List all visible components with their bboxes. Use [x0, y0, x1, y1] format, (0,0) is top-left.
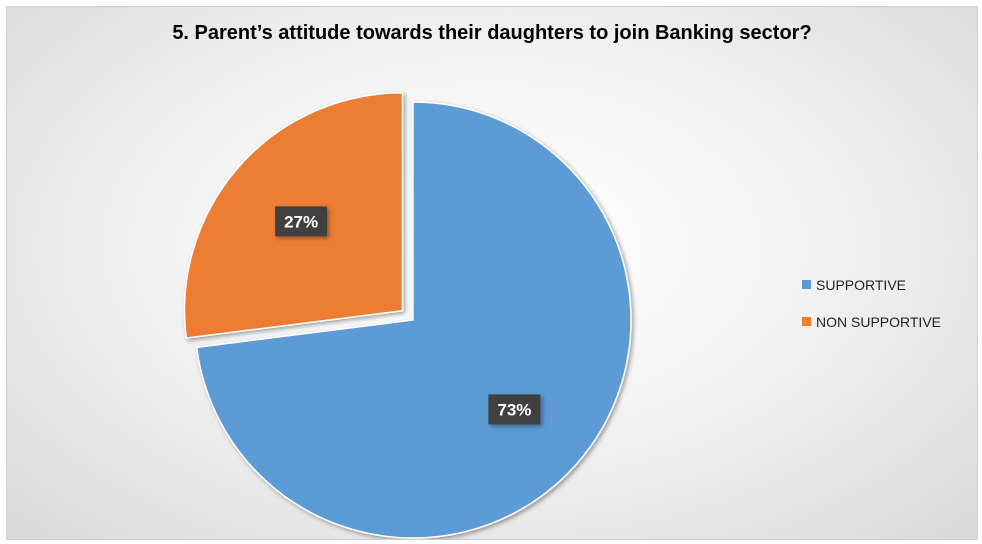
- legend: SUPPORTIVE NON SUPPORTIVE: [802, 275, 941, 349]
- legend-label: SUPPORTIVE: [816, 276, 906, 293]
- chart-area: 5. Parent’s attitude towards their daugh…: [6, 6, 978, 540]
- legend-item-supportive: SUPPORTIVE: [802, 275, 941, 294]
- legend-item-non-supportive: NON SUPPORTIVE: [802, 312, 941, 331]
- svg-text:73%: 73%: [497, 400, 531, 419]
- pie-chart: 73% 27%: [183, 91, 632, 539]
- legend-label: NON SUPPORTIVE: [816, 313, 941, 330]
- data-label-supportive: 73%: [488, 394, 541, 425]
- chart-title: 5. Parent’s attitude towards their daugh…: [172, 22, 812, 44]
- pie-slice-supportive: [195, 101, 632, 539]
- legend-swatch: [802, 280, 811, 289]
- svg-text:27%: 27%: [284, 212, 318, 231]
- data-label-non-supportive: 27%: [275, 206, 328, 237]
- legend-swatch: [802, 317, 811, 326]
